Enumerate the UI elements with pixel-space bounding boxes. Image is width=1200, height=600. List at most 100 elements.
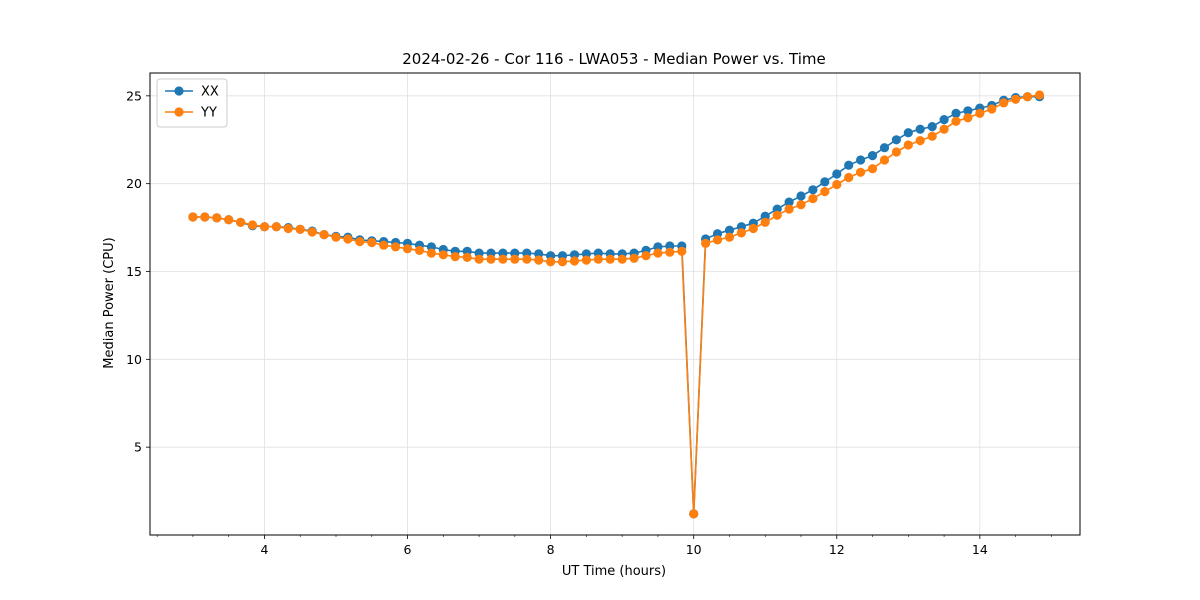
data-point-yy — [891, 147, 902, 157]
grid — [150, 73, 1080, 535]
data-point-xx — [808, 185, 818, 195]
data-point-yy — [629, 253, 639, 263]
data-point-yy — [653, 248, 663, 258]
data-point-yy — [1022, 92, 1033, 102]
data-point-yy — [557, 257, 568, 267]
data-point-yy — [295, 224, 305, 234]
data-point-yy — [200, 212, 210, 222]
data-point-yy — [307, 227, 317, 237]
data-point-xx — [867, 151, 878, 161]
data-point-yy — [712, 235, 723, 245]
data-point-xx — [820, 177, 830, 187]
axis-ticks: 4 6 8 10 12 14 5 10 15 20 25 — [126, 88, 1052, 557]
data-point-yy — [522, 254, 532, 264]
data-point-yy — [1034, 90, 1045, 100]
data-point-yy — [856, 167, 866, 177]
data-point-yy — [641, 251, 651, 261]
data-point-xx — [963, 106, 973, 116]
data-point-yy — [450, 252, 460, 262]
data-point-yy — [832, 179, 842, 190]
data-point-yy — [724, 232, 735, 242]
data-point-yy — [605, 254, 615, 264]
data-point-yy — [844, 172, 854, 183]
data-point-yy — [462, 252, 472, 262]
data-point-yy — [927, 131, 937, 141]
data-point-yy — [987, 104, 997, 114]
data-point-yy — [963, 113, 973, 123]
y-tick-label: 15 — [126, 264, 142, 279]
data-point-yy — [331, 232, 341, 242]
data-point-yy — [939, 124, 949, 134]
x-tick-label: 14 — [972, 542, 988, 557]
data-point-xx — [856, 155, 866, 165]
y-tick-label: 25 — [126, 88, 142, 103]
data-point-yy — [951, 116, 961, 126]
data-point-xx — [832, 169, 842, 179]
data-point-yy — [808, 194, 818, 204]
data-point-yy — [188, 212, 198, 222]
data-point-yy — [474, 254, 484, 264]
data-point-xx — [784, 197, 794, 207]
data-point-xx — [903, 128, 913, 138]
data-point-yy — [438, 250, 448, 260]
legend-marker-xx — [174, 86, 184, 96]
data-point-yy — [736, 228, 747, 238]
data-point-yy — [689, 509, 699, 519]
data-point-yy — [319, 230, 329, 240]
x-tick-label: 6 — [404, 542, 412, 557]
data-point-yy — [617, 254, 627, 264]
x-tick-label: 10 — [686, 542, 702, 557]
series-line-yy — [192, 94, 1040, 515]
data-point-yy — [999, 98, 1009, 108]
data-point-yy — [391, 242, 401, 252]
data-point-yy — [975, 108, 985, 118]
data-point-yy — [701, 238, 711, 248]
y-tick-label: 10 — [126, 352, 142, 367]
x-axis-label: UT Time (hours) — [562, 564, 666, 579]
data-point-yy — [343, 234, 353, 244]
data-point-yy — [1011, 94, 1021, 104]
x-tick-label: 4 — [260, 542, 268, 557]
data-point-xx — [844, 160, 854, 170]
data-point-xx — [915, 124, 925, 134]
data-point-yy — [820, 187, 830, 197]
data-point-yy — [247, 220, 258, 230]
data-point-yy — [748, 223, 758, 234]
series-yy — [188, 90, 1045, 519]
data-point-yy — [915, 136, 925, 146]
data-point-xx — [879, 143, 890, 153]
data-point-yy — [271, 222, 281, 232]
x-tick-label: 8 — [547, 542, 555, 557]
data-point-xx — [927, 122, 937, 132]
data-point-yy — [486, 254, 496, 264]
data-point-yy — [224, 215, 234, 225]
legend: XX YY — [156, 78, 228, 128]
data-point-xx — [891, 135, 902, 145]
legend-marker-yy — [174, 107, 184, 117]
y-tick-label: 5 — [134, 440, 142, 455]
data-point-yy — [677, 246, 687, 256]
data-point-yy — [355, 237, 365, 247]
data-point-xx — [796, 191, 806, 201]
data-point-yy — [498, 254, 508, 264]
data-point-yy — [665, 247, 675, 257]
data-point-xx — [951, 108, 961, 118]
data-point-yy — [259, 222, 270, 232]
x-tick-label: 12 — [829, 542, 845, 557]
data-point-yy — [379, 240, 389, 250]
y-axis-label: Median Power (CPU) — [102, 237, 117, 368]
legend-label-xx: XX — [201, 85, 219, 100]
data-point-xx — [724, 225, 735, 235]
data-point-yy — [283, 223, 293, 234]
data-point-yy — [772, 210, 782, 220]
data-point-yy — [784, 204, 794, 214]
data-point-yy — [581, 255, 592, 265]
series-xx — [188, 92, 1045, 519]
data-point-yy — [367, 237, 377, 248]
data-point-yy — [426, 248, 436, 258]
data-point-yy — [569, 256, 580, 266]
data-point-yy — [593, 254, 603, 264]
y-tick-label: 20 — [126, 176, 142, 191]
legend-label-yy: YY — [200, 106, 217, 121]
